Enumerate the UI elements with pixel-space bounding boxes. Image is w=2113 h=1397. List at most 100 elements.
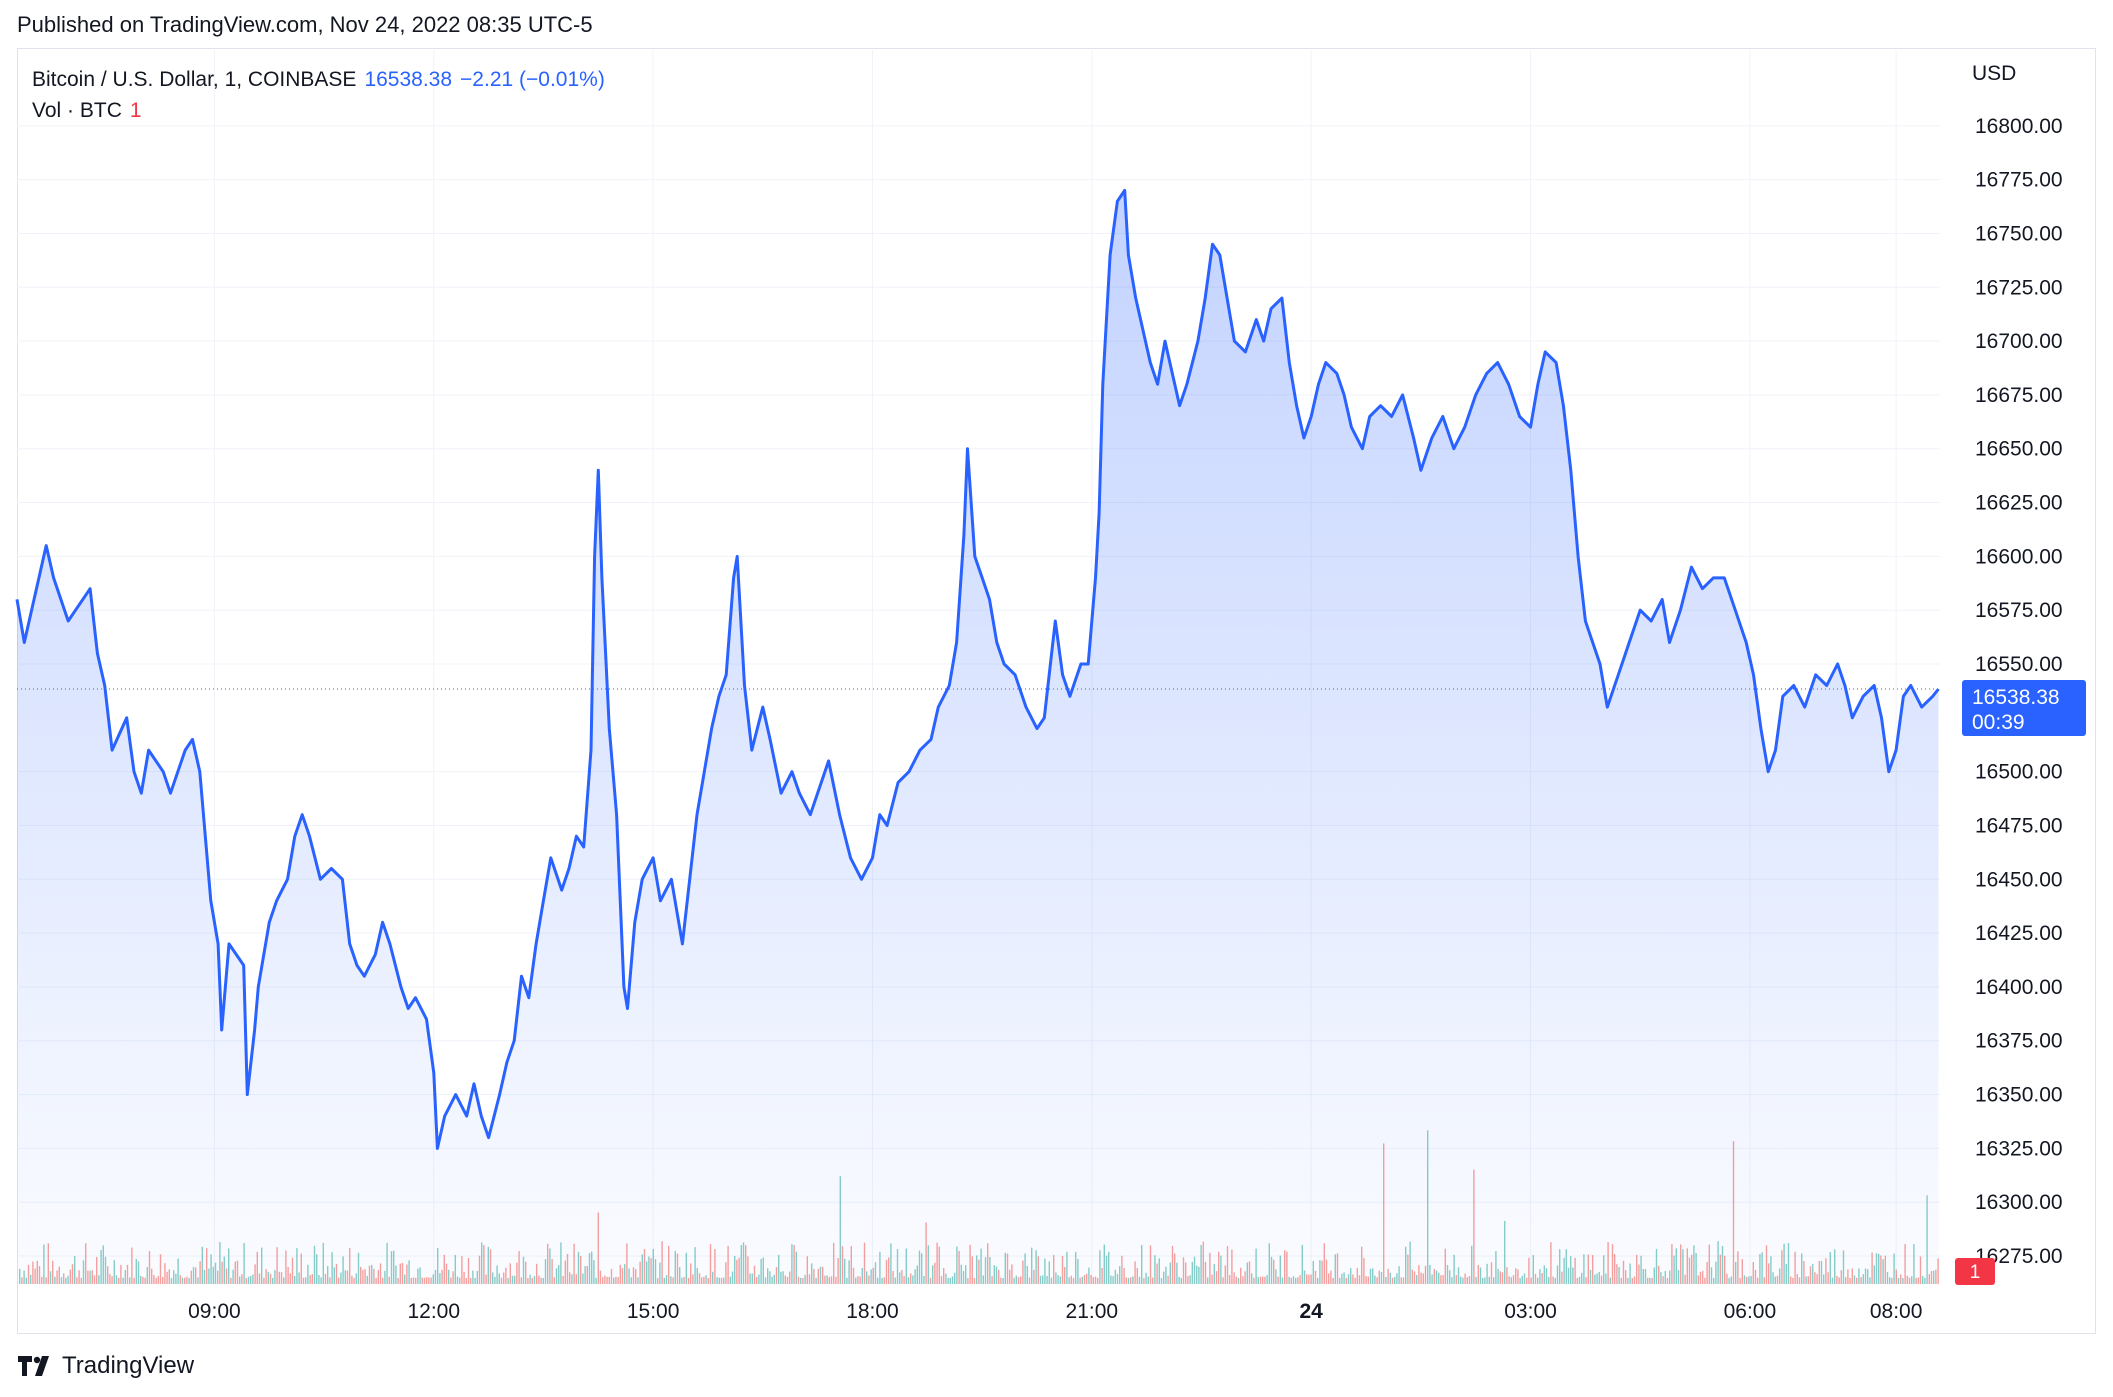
volume-bar — [234, 1261, 236, 1284]
x-axis[interactable]: 09:00 12:00 15:00 18:00 21:00 24 03:00 06:00 08:… — [188, 1300, 1922, 1323]
volume-bar — [1176, 1262, 1178, 1284]
volume-bar — [951, 1276, 954, 1284]
volume-bar — [639, 1261, 641, 1284]
volume-bar — [1330, 1270, 1332, 1284]
volume-bar — [63, 1273, 65, 1284]
volume-bar — [1550, 1242, 1552, 1284]
volume-bar — [1871, 1252, 1873, 1284]
volume-bar — [544, 1259, 547, 1284]
volume-bar — [74, 1256, 76, 1284]
volume-bar — [881, 1278, 883, 1284]
volume-bar — [122, 1277, 124, 1284]
volume-bar — [49, 1271, 52, 1284]
volume-bar — [373, 1268, 375, 1284]
volume-bar — [892, 1271, 894, 1284]
volume-bar — [276, 1247, 278, 1284]
volume-bar — [866, 1271, 868, 1284]
volume-bar — [263, 1277, 265, 1284]
volume-bar — [907, 1277, 910, 1284]
volume-bar — [1578, 1276, 1581, 1284]
volume-bar — [520, 1277, 522, 1284]
volume-bars — [19, 1130, 1939, 1284]
volume-bar — [335, 1263, 338, 1284]
volume-bar — [1237, 1278, 1240, 1284]
volume-bar — [584, 1266, 586, 1284]
volume-bar — [492, 1272, 494, 1284]
volume-bar — [56, 1270, 58, 1284]
volume-bar — [591, 1251, 593, 1284]
volume-bar — [1044, 1258, 1046, 1284]
volume-bar — [1741, 1259, 1743, 1284]
symbol-title[interactable]: Bitcoin / U.S. Dollar, 1, COINBASE — [32, 68, 357, 91]
volume-bar — [505, 1267, 507, 1284]
volume-bar — [1222, 1277, 1224, 1284]
volume-bar — [206, 1248, 208, 1284]
volume-bar — [890, 1243, 892, 1284]
volume-bar — [877, 1277, 879, 1284]
volume-bar — [610, 1268, 613, 1284]
x-tick-label: 08:00 — [1870, 1300, 1923, 1323]
volume-bar — [921, 1253, 923, 1284]
volume-bar — [371, 1264, 373, 1284]
legend-last-price: 16538.38 — [364, 68, 453, 91]
volume-bar — [1805, 1276, 1807, 1284]
price-line — [15, 188, 1940, 1150]
volume-bar — [1319, 1260, 1321, 1284]
volume-bar — [1440, 1275, 1442, 1284]
volume-bar — [219, 1242, 221, 1284]
legend-volume-row[interactable]: Vol · BTC 1 — [32, 95, 605, 126]
volume-bar — [349, 1248, 351, 1284]
tradingview-brand[interactable]: TradingView — [18, 1352, 194, 1380]
volume-bar — [1710, 1267, 1713, 1284]
y-axis[interactable]: 16800.00 16775.00 16750.00 16725.00 16700.00… — [1975, 115, 2063, 1268]
volume-bar — [1409, 1241, 1411, 1284]
volume-bar — [184, 1277, 186, 1284]
volume-bar — [1717, 1241, 1719, 1284]
volume-bar — [863, 1242, 866, 1284]
volume-bar — [1449, 1270, 1451, 1284]
volume-bar — [78, 1270, 80, 1284]
volume-bar — [1864, 1268, 1867, 1284]
volume-bar — [1651, 1278, 1653, 1284]
volume-bar — [1092, 1277, 1094, 1284]
volume-bar — [547, 1243, 549, 1284]
volume-bar — [641, 1254, 643, 1284]
volume-bar — [1583, 1254, 1585, 1284]
volume-bar — [571, 1274, 573, 1284]
volume-bar — [1416, 1275, 1418, 1284]
legend-series-row[interactable]: Bitcoin / U.S. Dollar, 1, COINBASE 16538.… — [32, 64, 605, 95]
volume-bar — [212, 1266, 214, 1284]
volume-bar — [549, 1248, 551, 1284]
volume-bar — [82, 1260, 85, 1284]
volume-bar — [685, 1252, 687, 1284]
volume-bar — [1589, 1269, 1592, 1284]
volume-bar — [1376, 1277, 1378, 1284]
volume-bar — [179, 1275, 181, 1284]
volume-bar — [683, 1277, 685, 1284]
volume-bar — [560, 1242, 562, 1284]
volume-bar — [406, 1264, 408, 1284]
y-tick-label: 16550.00 — [1975, 653, 2063, 676]
volume-bar — [80, 1277, 82, 1284]
volume-bar — [1284, 1250, 1286, 1284]
x-tick-label: 12:00 — [407, 1300, 460, 1323]
volume-bar — [848, 1260, 850, 1284]
volume-bar — [1145, 1272, 1147, 1284]
volume-bar — [1268, 1243, 1270, 1284]
volume-bar — [973, 1278, 976, 1284]
volume-bar — [65, 1277, 67, 1284]
volume-bar — [1614, 1254, 1616, 1284]
volume-bar — [1343, 1272, 1345, 1284]
volume-bar — [1737, 1251, 1739, 1284]
volume-bar — [1466, 1277, 1468, 1284]
volume-bar — [1077, 1259, 1079, 1284]
volume-bar — [1369, 1268, 1372, 1284]
volume-bar — [250, 1275, 252, 1284]
volume-bar — [137, 1261, 140, 1284]
volume-bar — [467, 1258, 470, 1284]
volume-bar — [201, 1246, 203, 1284]
volume-bar — [311, 1274, 313, 1284]
volume-bar — [1708, 1244, 1710, 1284]
volume-bar — [811, 1263, 813, 1284]
